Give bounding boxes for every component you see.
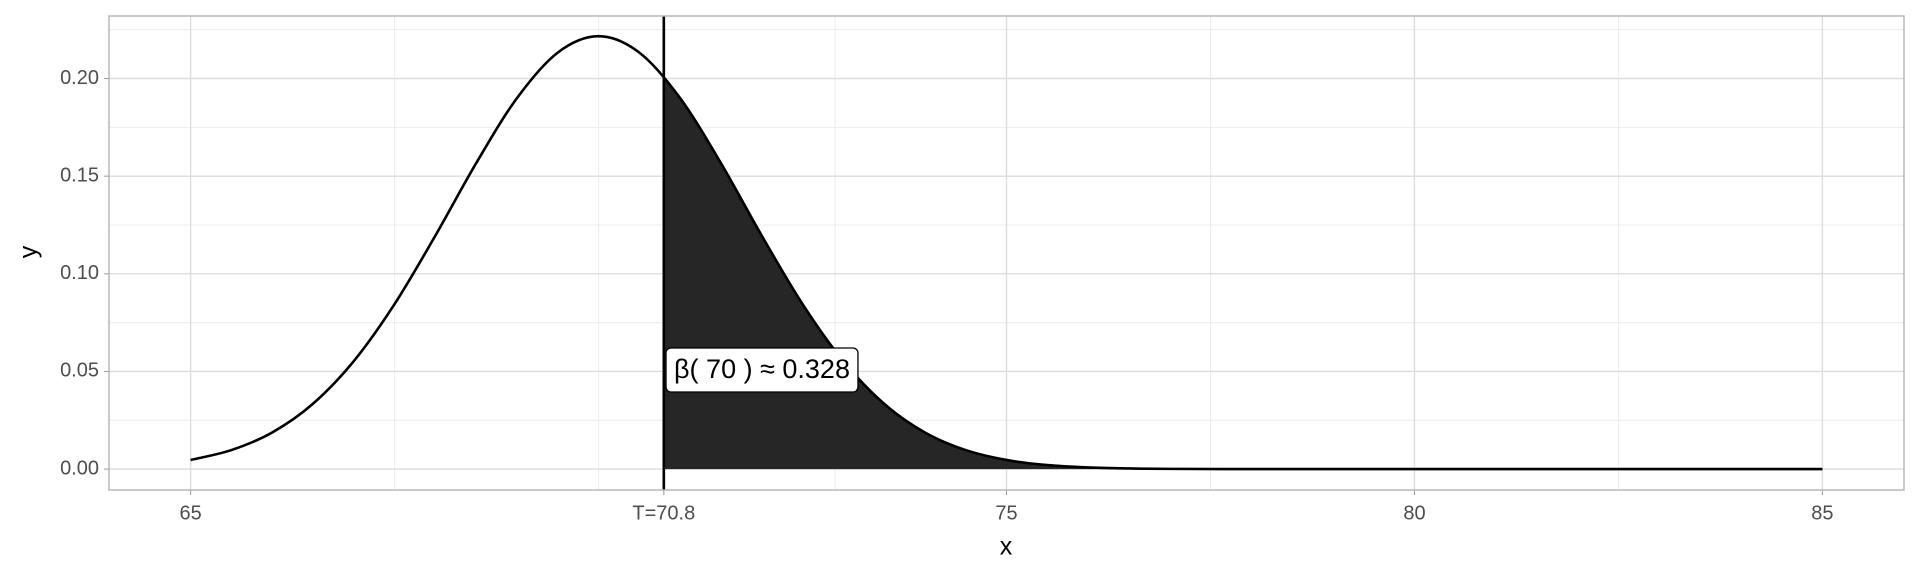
x-tick-label: 80: [1403, 502, 1425, 524]
plot-border: [108, 15, 1905, 491]
x-tick-label: T=70.8: [632, 502, 695, 524]
x-tick-label: 65: [179, 502, 201, 524]
x-axis-title: x: [1000, 533, 1013, 561]
y-tick-label: 0.00: [60, 457, 99, 479]
y-tick-label: 0.20: [60, 67, 99, 89]
y-axis-title: y: [15, 245, 43, 258]
y-tick-label: 0.05: [60, 360, 99, 382]
annotation-text: β( 70 ) ≈ 0.328: [674, 354, 850, 384]
x-tick-label: 75: [995, 502, 1017, 524]
y-tick-label: 0.15: [60, 164, 99, 186]
annotation-box: [665, 347, 859, 393]
y-tick-label: 0.10: [60, 262, 99, 284]
annotation: β( 70 ) ≈ 0.328: [665, 347, 859, 393]
x-tick-label: 85: [1811, 502, 1833, 524]
shaded-area: [663, 77, 1823, 470]
